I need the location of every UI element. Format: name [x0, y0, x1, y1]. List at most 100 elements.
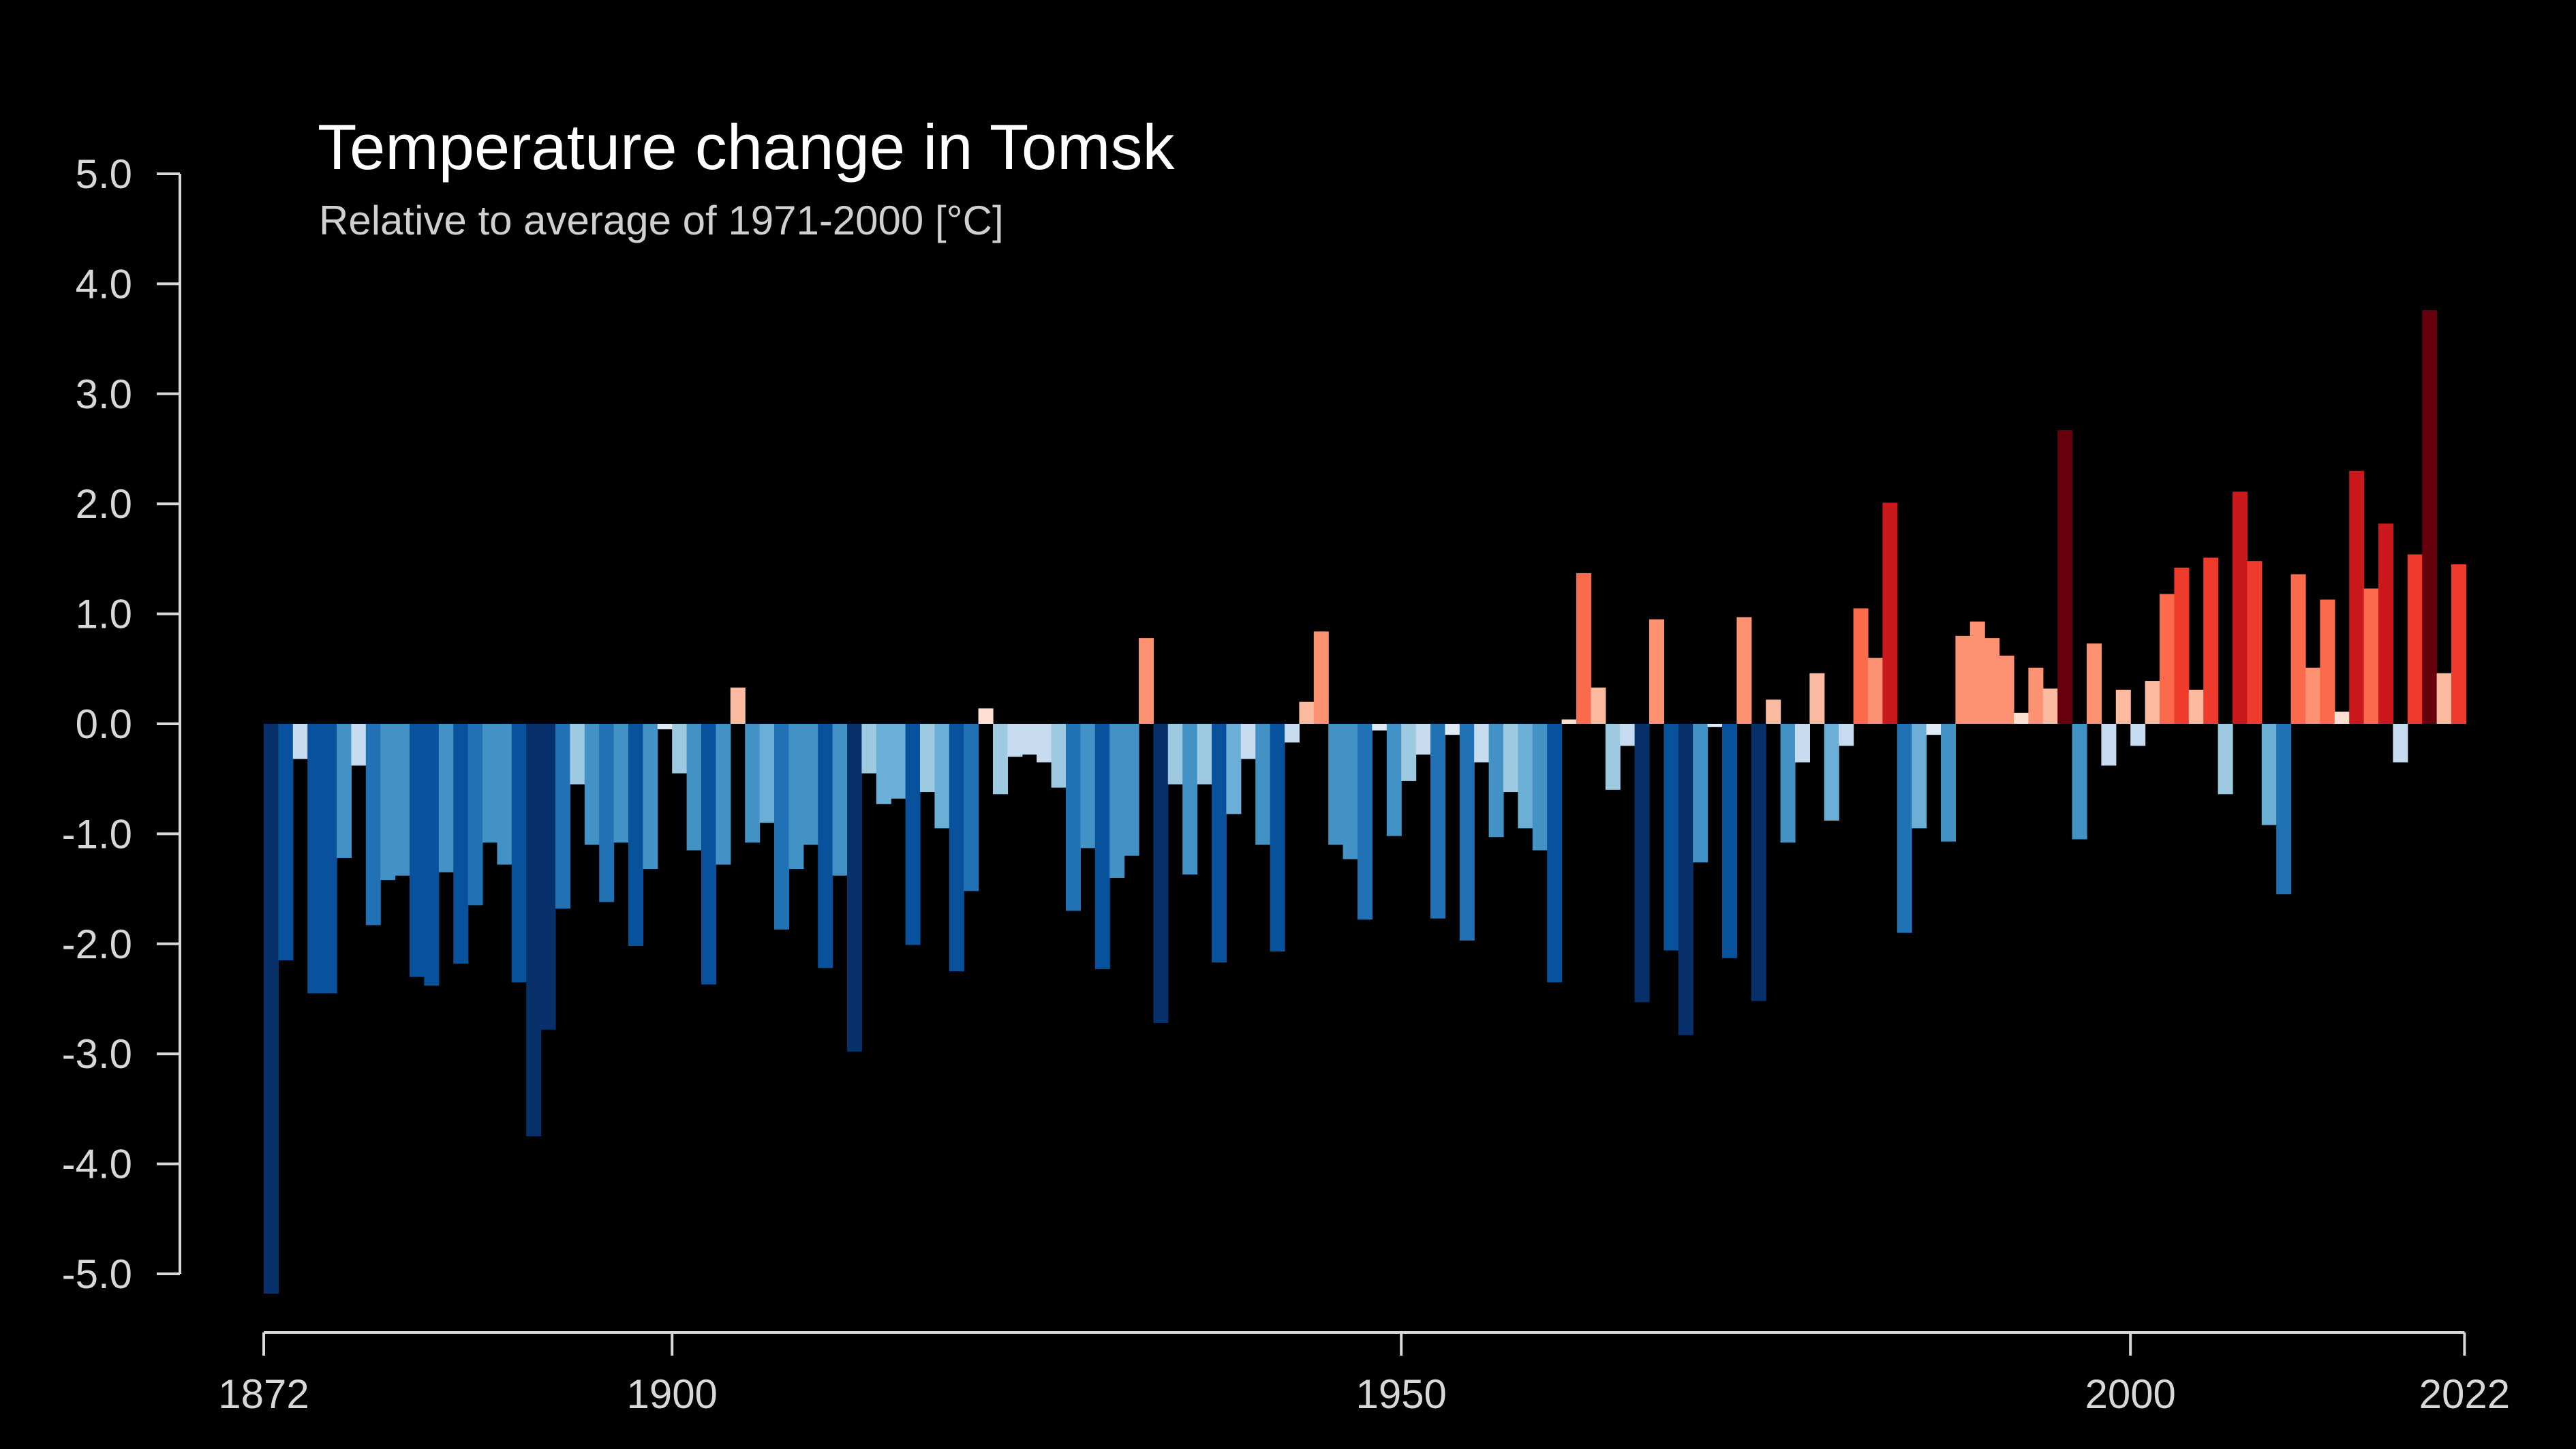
- x-tick-label: 1872: [218, 1371, 309, 1417]
- bar-1980: [1839, 724, 1854, 746]
- bar-1910: [818, 724, 833, 968]
- bar-1953: [1445, 724, 1460, 735]
- bar-1892: [555, 724, 570, 909]
- bar-1880: [380, 724, 396, 881]
- bar-1967: [1649, 619, 1664, 724]
- bar-1872: [264, 724, 279, 1294]
- bar-1996: [2072, 724, 2087, 840]
- bar-2005: [2203, 558, 2219, 724]
- bar-1998: [2101, 724, 2117, 766]
- bar-1999: [2115, 689, 2131, 724]
- bar-1896: [613, 724, 629, 843]
- bar-1889: [511, 724, 527, 983]
- bar-1882: [410, 724, 425, 977]
- y-tick-label: 5.0: [76, 151, 132, 197]
- y-tick-label: -5.0: [62, 1251, 132, 1297]
- bar-1966: [1634, 724, 1650, 1003]
- y-tick-label: -2.0: [62, 921, 132, 967]
- bar-1979: [1824, 724, 1839, 821]
- bar-1905: [745, 724, 761, 843]
- bar-1894: [584, 724, 600, 845]
- y-tick-label: -1.0: [62, 811, 132, 857]
- bar-1903: [716, 724, 731, 865]
- bar-1933: [1153, 724, 1169, 1024]
- bar-1975: [1766, 699, 1781, 724]
- chart-title: Temperature change in Tomsk: [318, 111, 1175, 183]
- bar-1976: [1780, 724, 1796, 843]
- y-tick-label: 4.0: [76, 261, 132, 307]
- bar-1956: [1488, 724, 1504, 838]
- bar-2001: [2145, 681, 2160, 724]
- bar-2002: [2160, 594, 2175, 724]
- bar-2010: [2276, 724, 2292, 895]
- bar-1958: [1518, 724, 1533, 829]
- bar-1890: [526, 724, 542, 1137]
- bar-1954: [1459, 724, 1475, 941]
- bar-1952: [1430, 724, 1445, 919]
- bar-1990: [1984, 638, 2000, 724]
- bar-1950: [1401, 724, 1417, 781]
- chart-subtitle: Relative to average of 1971-2000 [°C]: [319, 198, 1004, 243]
- bar-1902: [701, 724, 716, 985]
- bar-1944: [1313, 631, 1329, 724]
- bar-1997: [2087, 643, 2102, 724]
- bar-1984: [1897, 724, 1912, 933]
- bar-1876: [322, 724, 337, 994]
- y-tick-label: 1.0: [76, 592, 132, 637]
- bar-1928: [1080, 724, 1096, 849]
- bar-1941: [1270, 724, 1285, 952]
- bar-1937: [1212, 724, 1227, 963]
- bar-1977: [1795, 724, 1810, 763]
- bar-1907: [774, 724, 789, 930]
- bar-2018: [2393, 724, 2408, 763]
- bar-1962: [1576, 573, 1591, 724]
- bar-1922: [993, 724, 1008, 795]
- bar-1887: [482, 724, 497, 843]
- bar-1930: [1109, 724, 1125, 878]
- bar-1895: [599, 724, 615, 902]
- bar-1988: [1955, 635, 1971, 724]
- y-tick-label: 0.0: [76, 701, 132, 747]
- bar-1970: [1693, 724, 1708, 863]
- bar-1985: [1912, 724, 1927, 829]
- bar-1915: [891, 724, 906, 799]
- bar-1883: [424, 724, 440, 986]
- bar-1924: [1022, 724, 1037, 755]
- bar-1987: [1941, 724, 1956, 842]
- x-tick-label: 2022: [2419, 1371, 2510, 1417]
- bar-1936: [1197, 724, 1212, 784]
- bar-2007: [2233, 491, 2248, 724]
- bar-1921: [978, 708, 994, 724]
- bar-1981: [1853, 608, 1869, 724]
- bar-1961: [1561, 719, 1577, 724]
- y-tick-label: -4.0: [62, 1142, 132, 1187]
- bar-1926: [1051, 724, 1067, 788]
- bar-1982: [1868, 658, 1883, 724]
- bar-2015: [2349, 470, 2365, 724]
- x-tick-label: 1900: [626, 1371, 717, 1417]
- bar-1931: [1124, 724, 1139, 856]
- bar-2022: [2451, 564, 2466, 724]
- bar-1934: [1167, 724, 1183, 784]
- bar-1991: [1999, 655, 2014, 724]
- bar-1957: [1503, 724, 1518, 793]
- bar-1960: [1547, 724, 1563, 983]
- bar-2013: [2320, 599, 2335, 724]
- bar-2008: [2247, 561, 2263, 724]
- bar-1939: [1240, 724, 1256, 759]
- bar-2014: [2334, 712, 2350, 724]
- bar-1917: [920, 724, 935, 793]
- bar-1874: [292, 724, 308, 759]
- bar-2011: [2290, 574, 2306, 724]
- bar-1989: [1969, 621, 1985, 724]
- bar-1873: [278, 724, 294, 961]
- bar-1912: [847, 724, 862, 1052]
- bar-1886: [467, 724, 483, 906]
- bar-1955: [1474, 724, 1490, 763]
- bar-1918: [934, 724, 950, 829]
- bar-1899: [657, 724, 673, 730]
- bar-1893: [570, 724, 585, 784]
- bar-1888: [497, 724, 512, 865]
- bar-1963: [1591, 687, 1606, 724]
- bar-2009: [2261, 724, 2277, 825]
